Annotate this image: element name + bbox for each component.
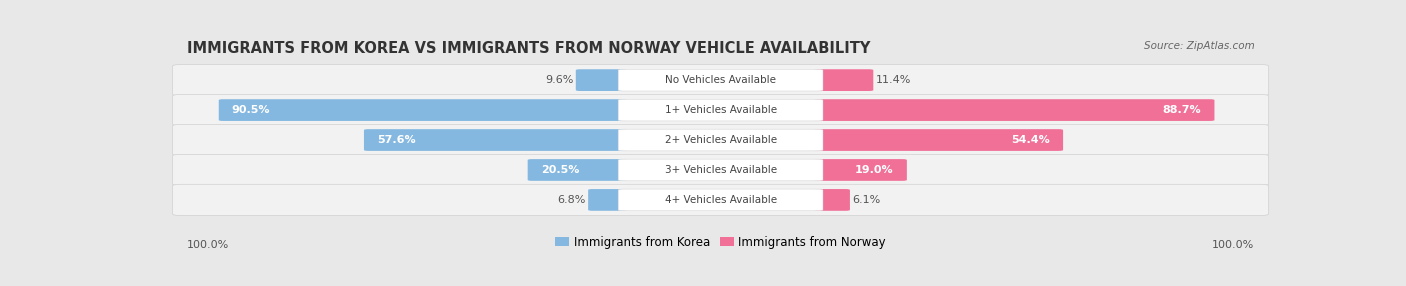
Text: 9.6%: 9.6% (546, 75, 574, 85)
FancyBboxPatch shape (219, 99, 627, 121)
FancyBboxPatch shape (814, 189, 849, 211)
Legend: Immigrants from Korea, Immigrants from Norway: Immigrants from Korea, Immigrants from N… (555, 236, 886, 249)
Text: IMMIGRANTS FROM KOREA VS IMMIGRANTS FROM NORWAY VEHICLE AVAILABILITY: IMMIGRANTS FROM KOREA VS IMMIGRANTS FROM… (187, 41, 870, 56)
Text: 57.6%: 57.6% (377, 135, 416, 145)
Text: 2+ Vehicles Available: 2+ Vehicles Available (665, 135, 776, 145)
FancyBboxPatch shape (619, 69, 823, 91)
Text: 4+ Vehicles Available: 4+ Vehicles Available (665, 195, 776, 205)
Text: 11.4%: 11.4% (876, 75, 911, 85)
FancyBboxPatch shape (814, 99, 1215, 121)
Text: 6.1%: 6.1% (852, 195, 880, 205)
FancyBboxPatch shape (619, 99, 823, 121)
Text: 100.0%: 100.0% (1212, 240, 1254, 250)
FancyBboxPatch shape (364, 129, 627, 151)
Text: 19.0%: 19.0% (855, 165, 894, 175)
FancyBboxPatch shape (619, 129, 823, 151)
FancyBboxPatch shape (588, 189, 627, 211)
FancyBboxPatch shape (576, 69, 627, 91)
Text: 3+ Vehicles Available: 3+ Vehicles Available (665, 165, 776, 175)
FancyBboxPatch shape (173, 64, 1268, 96)
FancyBboxPatch shape (619, 159, 823, 181)
Text: No Vehicles Available: No Vehicles Available (665, 75, 776, 85)
FancyBboxPatch shape (814, 129, 1063, 151)
FancyBboxPatch shape (527, 159, 627, 181)
FancyBboxPatch shape (814, 69, 873, 91)
Text: Source: ZipAtlas.com: Source: ZipAtlas.com (1143, 41, 1254, 51)
FancyBboxPatch shape (173, 184, 1268, 216)
FancyBboxPatch shape (619, 189, 823, 211)
Text: 20.5%: 20.5% (541, 165, 579, 175)
FancyBboxPatch shape (173, 154, 1268, 186)
Text: 1+ Vehicles Available: 1+ Vehicles Available (665, 105, 776, 115)
FancyBboxPatch shape (173, 94, 1268, 126)
Text: 100.0%: 100.0% (187, 240, 229, 250)
Text: 90.5%: 90.5% (232, 105, 270, 115)
FancyBboxPatch shape (814, 159, 907, 181)
Text: 6.8%: 6.8% (558, 195, 586, 205)
Text: 54.4%: 54.4% (1011, 135, 1050, 145)
FancyBboxPatch shape (173, 124, 1268, 156)
Text: 88.7%: 88.7% (1163, 105, 1201, 115)
